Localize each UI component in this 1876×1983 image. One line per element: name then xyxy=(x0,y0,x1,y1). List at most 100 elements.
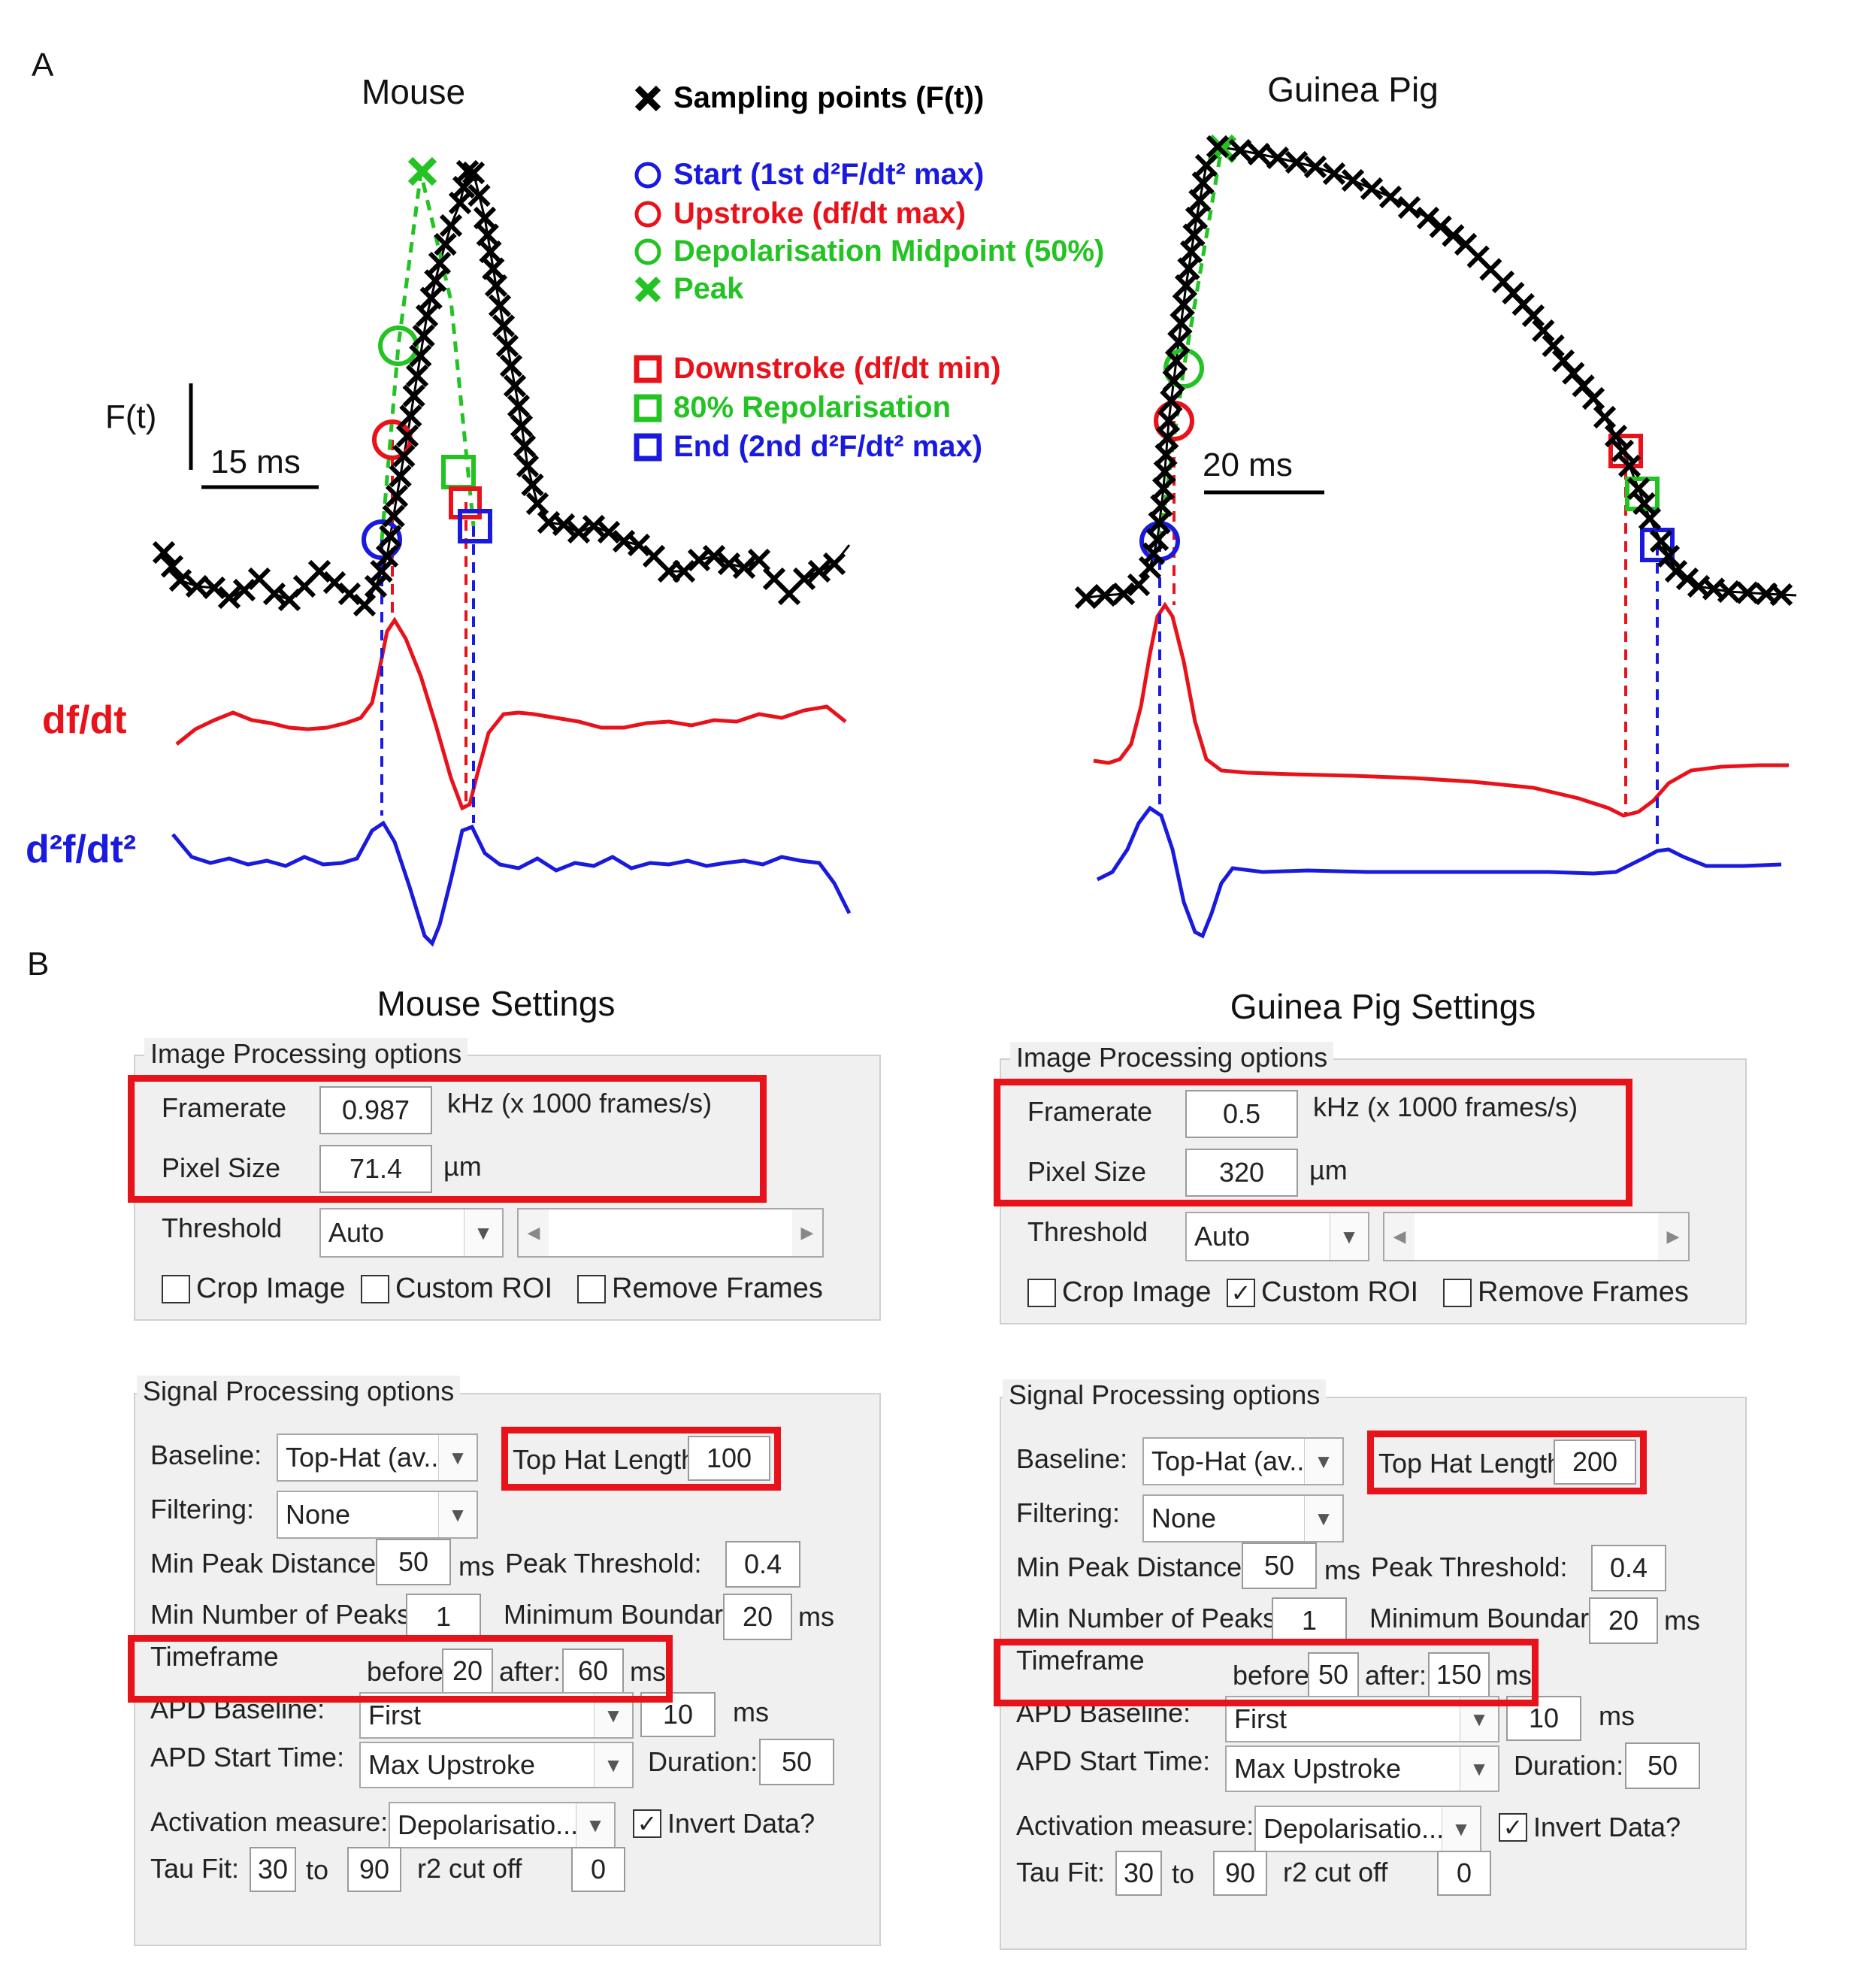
apd-start-time-label: APD Start Time: xyxy=(1016,1745,1211,1776)
chevron-down-icon[interactable]: ▼ xyxy=(594,1743,632,1787)
chevron-down-icon[interactable]: ▼ xyxy=(1304,1496,1342,1541)
chevron-down-icon[interactable]: ▼ xyxy=(464,1209,502,1256)
activation-measure-select[interactable]: Depolarisatio... ▼ xyxy=(1254,1806,1481,1852)
peak-threshold-label: Peak Threshold: xyxy=(505,1548,702,1579)
top-hat-length-input[interactable]: 100 xyxy=(688,1436,770,1481)
minimum-boundary-input[interactable]: 20 xyxy=(723,1594,792,1640)
crop-image-checkbox[interactable]: Crop Image xyxy=(162,1273,346,1305)
sampling-point-x xyxy=(1664,559,1688,583)
checkbox-icon[interactable] xyxy=(162,1274,190,1303)
chevron-down-icon[interactable]: ▼ xyxy=(1304,1439,1342,1484)
guinea-d2fdt2-trace xyxy=(1096,805,1782,939)
checkbox-icon[interactable] xyxy=(1443,1278,1472,1307)
after-unit: ms xyxy=(630,1656,666,1687)
apd-start-time-label: APD Start Time: xyxy=(150,1742,345,1773)
r2-cutoff-input[interactable]: 0 xyxy=(1437,1851,1491,1896)
chevron-down-icon[interactable]: ▼ xyxy=(1442,1807,1480,1851)
baseline-select[interactable]: Top-Hat (av... ▼ xyxy=(277,1434,478,1482)
apd-start-time-select[interactable]: Max Upstroke ▼ xyxy=(359,1742,634,1788)
activation-measure-label: Activation measure: xyxy=(150,1806,389,1837)
checkbox-icon[interactable] xyxy=(1027,1278,1056,1307)
sampling-point-x xyxy=(375,544,399,568)
pixel-size-input[interactable]: 71.4 xyxy=(319,1145,432,1193)
peak-threshold-input[interactable]: 0.4 xyxy=(1591,1545,1666,1591)
filtering-select[interactable]: None ▼ xyxy=(1142,1494,1344,1543)
framerate-input[interactable]: 0.987 xyxy=(319,1086,432,1134)
sampling-point-x xyxy=(370,559,393,583)
chevron-down-icon[interactable]: ▼ xyxy=(1330,1213,1368,1260)
pixel-size-input[interactable]: 320 xyxy=(1185,1149,1298,1197)
checkbox-icon[interactable] xyxy=(361,1274,389,1303)
chevron-down-icon[interactable]: ▼ xyxy=(1460,1747,1498,1791)
sampling-point-x xyxy=(434,232,457,256)
crop-image-checkbox[interactable]: Crop Image xyxy=(1027,1276,1212,1309)
min-number-peaks-input[interactable]: 1 xyxy=(1272,1597,1347,1644)
chevron-down-icon[interactable]: ▼ xyxy=(438,1435,477,1480)
checkbox-checked-icon[interactable]: ✓ xyxy=(1499,1813,1527,1842)
min-number-peaks-input[interactable]: 1 xyxy=(406,1594,481,1640)
activation-measure-select[interactable]: Depolarisatio... ▼ xyxy=(389,1802,616,1848)
framerate-input[interactable]: 0.5 xyxy=(1185,1090,1298,1138)
invert-data-checkbox[interactable]: ✓ Invert Data? xyxy=(633,1808,815,1839)
sampling-point-x xyxy=(1429,215,1452,238)
top-hat-length-input[interactable]: 200 xyxy=(1554,1440,1636,1485)
tau-fit-to-label: to xyxy=(306,1854,329,1885)
filtering-select[interactable]: None ▼ xyxy=(277,1491,478,1539)
sampling-point-x xyxy=(488,294,512,317)
custom-roi-checkbox[interactable]: Custom ROI xyxy=(361,1273,552,1305)
chevron-right-icon[interactable]: ▶ xyxy=(792,1209,822,1256)
chevron-right-icon[interactable]: ▶ xyxy=(1658,1213,1688,1260)
duration-input[interactable]: 50 xyxy=(1625,1742,1700,1789)
peak-threshold-input[interactable]: 0.4 xyxy=(725,1541,800,1588)
min-peak-distance-input[interactable]: 50 xyxy=(1242,1543,1317,1589)
duration-label: Duration: xyxy=(1514,1750,1624,1781)
x-icon xyxy=(633,274,663,304)
panel-b-letter: B xyxy=(27,946,50,982)
sampling-point-x xyxy=(152,540,176,565)
sampling-point-x xyxy=(202,576,226,600)
chevron-left-icon[interactable]: ◀ xyxy=(519,1209,549,1256)
baseline-select[interactable]: Top-Hat (av... ▼ xyxy=(1142,1437,1344,1485)
custom-roi-label: Custom ROI xyxy=(395,1273,553,1304)
before-input[interactable]: 20 xyxy=(442,1648,493,1694)
sampling-point-x xyxy=(399,404,422,428)
custom-roi-checkbox[interactable]: ✓ Custom ROI xyxy=(1227,1276,1418,1309)
sampling-point-x xyxy=(1638,507,1662,531)
checkbox-icon[interactable] xyxy=(577,1274,606,1303)
guinea-plot xyxy=(1085,134,1797,939)
mouse-ft-trace xyxy=(162,170,851,607)
remove-frames-label: Remove Frames xyxy=(612,1273,823,1304)
chevron-down-icon[interactable]: ▼ xyxy=(576,1803,614,1847)
remove-frames-checkbox[interactable]: Remove Frames xyxy=(577,1273,823,1305)
min-peak-distance-input[interactable]: 50 xyxy=(376,1539,451,1585)
sampling-point-x xyxy=(495,334,519,358)
tau-fit-to-input[interactable]: 90 xyxy=(1213,1851,1267,1896)
tau-fit-from-input[interactable]: 30 xyxy=(250,1847,296,1892)
checkbox-checked-icon[interactable]: ✓ xyxy=(633,1809,661,1838)
after-input[interactable]: 150 xyxy=(1428,1652,1490,1697)
threshold-select[interactable]: Auto ▼ xyxy=(319,1208,504,1258)
tau-fit-from-input[interactable]: 30 xyxy=(1115,1851,1162,1896)
remove-frames-checkbox[interactable]: Remove Frames xyxy=(1443,1276,1689,1309)
pixel-size-unit: µm xyxy=(1309,1155,1348,1185)
apd-start-time-select[interactable]: Max Upstroke ▼ xyxy=(1225,1745,1499,1792)
threshold-slider[interactable]: ◀ ▶ xyxy=(517,1208,824,1258)
min-peak-distance-label: Min Peak Distance xyxy=(1016,1552,1242,1582)
duration-input[interactable]: 50 xyxy=(759,1739,834,1785)
sampling-point-x xyxy=(597,520,621,544)
mouse-green-dash xyxy=(380,172,476,540)
sampling-point-x xyxy=(1626,477,1651,501)
threshold-select[interactable]: Auto ▼ xyxy=(1185,1212,1369,1261)
chevron-left-icon[interactable]: ◀ xyxy=(1384,1213,1415,1260)
before-label: before: xyxy=(1233,1660,1318,1691)
chevron-down-icon[interactable]: ▼ xyxy=(438,1492,477,1537)
threshold-slider[interactable]: ◀ ▶ xyxy=(1383,1212,1690,1261)
apd-baseline-ms-input[interactable]: 10 xyxy=(640,1692,716,1737)
invert-data-checkbox[interactable]: ✓ Invert Data? xyxy=(1499,1812,1681,1843)
checkbox-checked-icon[interactable]: ✓ xyxy=(1227,1278,1255,1307)
after-input[interactable]: 60 xyxy=(562,1648,624,1694)
minimum-boundary-input[interactable]: 20 xyxy=(1589,1597,1658,1644)
r2-cutoff-input[interactable]: 0 xyxy=(571,1847,625,1892)
tau-fit-to-input[interactable]: 90 xyxy=(347,1847,401,1892)
circle-icon xyxy=(633,237,663,267)
